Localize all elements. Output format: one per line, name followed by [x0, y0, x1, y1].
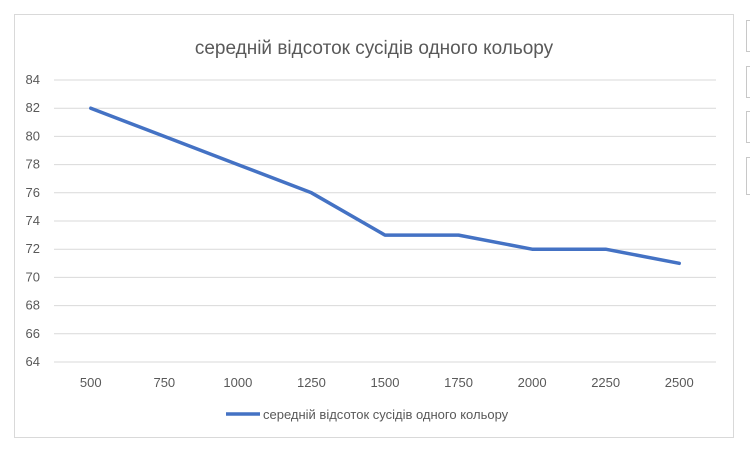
- side-panel-handle-1[interactable]: [746, 20, 750, 52]
- y-tick-label: 82: [26, 100, 40, 115]
- chart-title: середній відсоток сусідів одного кольору: [195, 38, 554, 59]
- side-panel-handle-2[interactable]: [746, 66, 750, 98]
- legend: середній відсоток сусідів одного кольору: [226, 407, 509, 422]
- x-tick-label: 1750: [444, 375, 473, 390]
- y-tick-label: 78: [26, 157, 40, 172]
- data-point: [457, 234, 460, 237]
- data-point: [310, 191, 313, 194]
- x-tick-label: 1000: [223, 375, 252, 390]
- y-tick-label: 80: [26, 128, 40, 143]
- side-panel-handle-4[interactable]: [746, 157, 750, 195]
- y-tick-label: 74: [26, 213, 40, 228]
- series-group: [89, 106, 681, 266]
- legend-label: середній відсоток сусідів одного кольору: [263, 407, 509, 422]
- data-point: [604, 248, 607, 251]
- y-tick-label: 72: [26, 241, 40, 256]
- chart-frame: [14, 14, 734, 438]
- x-axis-ticks: 500 750 1000 1250 1500 1750 2000 2250 2500: [80, 375, 694, 390]
- y-tick-label: 68: [26, 298, 40, 313]
- y-tick-label: 84: [26, 72, 40, 87]
- x-tick-label: 500: [80, 375, 102, 390]
- x-tick-label: 1250: [297, 375, 326, 390]
- y-tick-label: 76: [26, 185, 40, 200]
- gridlines: [54, 79, 716, 363]
- y-axis-ticks: 64 66 68 70 72 74 76 78 80 82 84: [26, 72, 40, 369]
- y-tick-label: 70: [26, 269, 40, 284]
- data-point: [89, 107, 92, 110]
- y-tick-label: 64: [26, 354, 40, 369]
- x-tick-label: 750: [153, 375, 175, 390]
- data-point: [236, 163, 239, 166]
- series-line: [89, 106, 681, 266]
- y-tick-label: 66: [26, 326, 40, 341]
- data-point: [163, 135, 166, 138]
- data-point: [384, 234, 387, 237]
- data-point: [531, 248, 534, 251]
- x-tick-label: 1500: [371, 375, 400, 390]
- x-tick-label: 2500: [665, 375, 694, 390]
- x-tick-label: 2000: [518, 375, 547, 390]
- x-tick-label: 2250: [591, 375, 620, 390]
- side-panel-handle-3[interactable]: [746, 111, 750, 143]
- data-point: [678, 262, 681, 265]
